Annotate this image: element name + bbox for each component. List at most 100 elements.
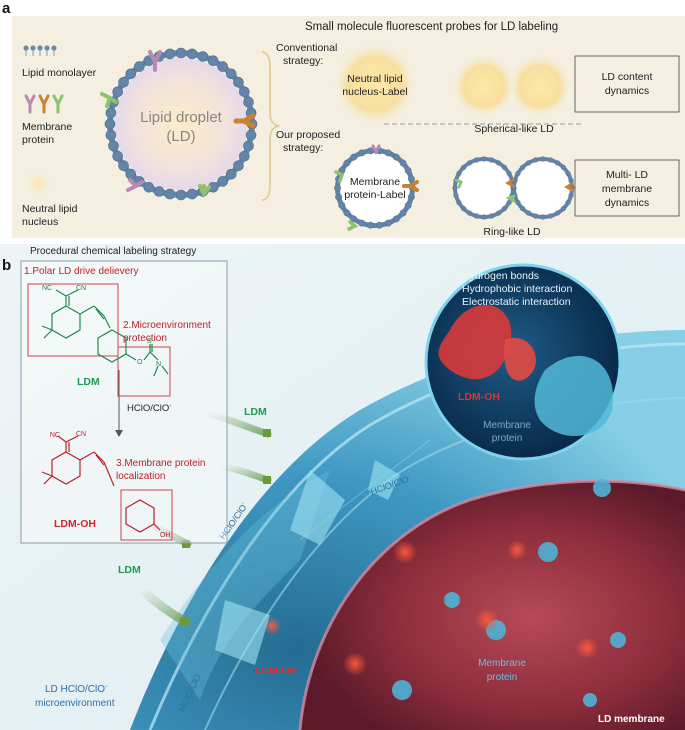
lipid-bead <box>568 177 574 184</box>
micro-label: LD HClO/ClO- <box>45 683 107 695</box>
lipid-bead <box>118 77 129 88</box>
panel-a-title: Small molecule fluorescent probes for LD… <box>305 21 558 33</box>
scene-ldm-2: LDM <box>118 564 141 576</box>
lipid-bead <box>233 77 244 88</box>
lipid-bead <box>350 215 358 223</box>
lipid-bead <box>175 47 187 59</box>
lipid-bead <box>506 170 512 177</box>
ldm-label: LDM <box>77 376 100 388</box>
lipid-bead <box>392 215 400 223</box>
lipid-bead <box>358 219 366 227</box>
lipid-bead <box>565 199 571 206</box>
panel-a-label: a <box>2 0 11 17</box>
lipid-bead <box>338 201 346 209</box>
lipid-bead <box>217 176 228 187</box>
svg-text:NC: NC <box>50 432 60 439</box>
step3-highlight-box <box>120 489 173 541</box>
lipid-bead <box>143 182 155 193</box>
ring-ld-label: Ring-like LD <box>483 226 541 238</box>
lipid-bead <box>245 129 257 141</box>
lipid-bead <box>495 210 502 216</box>
lipid-bead <box>568 192 574 199</box>
lipid-bead <box>540 214 546 220</box>
neutral-label-2: nucleus-Label <box>342 86 407 98</box>
lipid-bead <box>343 209 351 217</box>
lipid-bead <box>334 184 341 192</box>
inset-membrane-2: protein <box>492 433 523 444</box>
lipid-bead <box>481 156 487 162</box>
box1-line2: dynamics <box>605 85 649 97</box>
lipid-bead <box>217 61 228 72</box>
lipid-bead <box>547 157 554 163</box>
strategy-box <box>20 260 228 544</box>
conventional-label-2: strategy: <box>283 55 323 67</box>
lipid-bead <box>225 68 237 80</box>
membrane-label-1: Membrane <box>350 176 400 188</box>
lipid-bead <box>118 160 129 171</box>
lipid-bead <box>456 170 462 177</box>
lipid-bead <box>384 149 392 157</box>
spherical-ld-label: Spherical-like LD <box>474 123 554 135</box>
lipid-bead <box>456 199 462 206</box>
lipid-bead <box>473 157 480 163</box>
membrane-dynamics-box <box>574 159 680 217</box>
spherical-ld-2 <box>508 54 572 118</box>
lipid-bead <box>525 210 532 216</box>
membrane-protein-icon <box>24 94 64 114</box>
lipid-bead <box>460 205 467 212</box>
lipid-bead <box>488 213 495 219</box>
legend-lipid-monolayer: Lipid monolayer <box>22 67 97 79</box>
svg-text:OH: OH <box>160 532 171 539</box>
lipid-bead <box>466 160 473 166</box>
membrane-label-drop <box>334 144 419 231</box>
strategy-brace <box>261 51 281 201</box>
lipid-bead <box>407 175 415 183</box>
lipid-bead <box>108 140 119 152</box>
lipid-bead <box>404 167 412 175</box>
ldm-oh-structure <box>41 435 161 533</box>
lipid-bead <box>125 68 137 80</box>
step-3-line1: 3.Membrane protein <box>116 458 206 469</box>
box2-line3: dynamics <box>605 197 649 209</box>
lipid-bead <box>532 157 539 163</box>
scene-ldm-1: LDM <box>244 406 267 418</box>
reagent-label: HClO/ClO- <box>127 402 171 414</box>
lipid-bead <box>547 213 554 219</box>
lipid-bead <box>376 221 383 229</box>
neutral-label-1: Neutral lipid <box>347 73 403 85</box>
svg-text:NC: NC <box>42 285 52 292</box>
inset-ldm-oh: LDM-OH <box>458 391 500 403</box>
lipid-bead <box>392 153 400 161</box>
lipid-bead <box>466 210 473 216</box>
lipid-bead <box>407 193 415 201</box>
proposed-label-1: Our proposed <box>276 129 340 141</box>
droplet-label-2: (LD) <box>166 128 195 145</box>
lipid-bead <box>399 159 407 167</box>
lipid-bead <box>225 168 237 180</box>
lipid-bead <box>350 153 358 161</box>
neutral-lipid-nucleus-drop <box>333 42 417 126</box>
lipid-bead <box>367 147 374 155</box>
scene-membrane-1: Membrane <box>478 658 526 669</box>
lipid-bead <box>164 48 176 60</box>
ldm-oh-atoms: NC CN OH <box>50 431 171 539</box>
inset-membrane-1: Membrane <box>483 420 531 431</box>
lipid-bead <box>519 205 526 212</box>
spherical-ld-1 <box>452 54 516 118</box>
step2-highlight-box <box>117 346 171 397</box>
lipid-bead <box>243 96 254 108</box>
svg-text:HClO/ClO-: HClO/ClO- <box>127 402 171 414</box>
ldm-oh-glow-points <box>263 540 598 676</box>
legend-neutral-lipid-2: nucleus <box>22 216 58 228</box>
lipid-bead <box>335 193 343 201</box>
svg-text:S: S <box>147 338 152 345</box>
lipid-bead <box>186 48 198 60</box>
membrane-label-2: protein-Label <box>344 189 405 201</box>
lipid-bead <box>125 168 137 180</box>
lipid-bead <box>367 221 374 229</box>
lipid-bead <box>384 219 392 227</box>
svg-text:LD HClO/ClO-: LD HClO/ClO- <box>45 683 107 695</box>
legend-membrane-protein-2: protein <box>22 134 54 146</box>
lipid-bead <box>358 149 366 157</box>
lipid-bead <box>243 140 254 152</box>
